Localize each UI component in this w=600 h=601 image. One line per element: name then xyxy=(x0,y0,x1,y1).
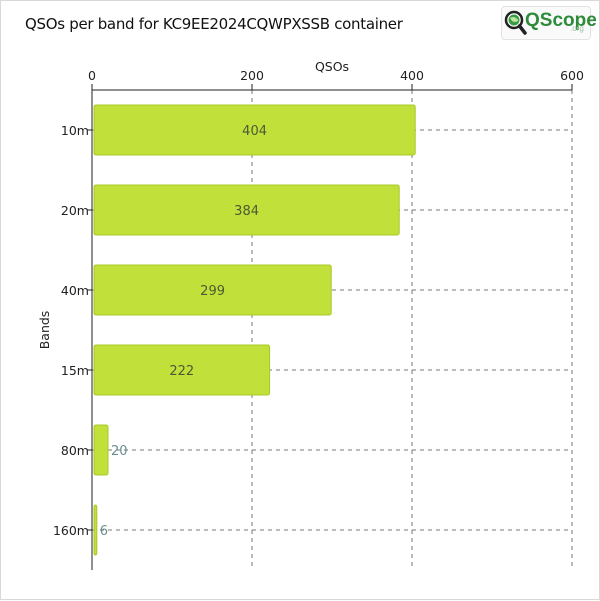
bar-40m xyxy=(93,264,332,316)
x-tick-label: 200 xyxy=(240,68,264,83)
magnifier-globe-icon xyxy=(504,10,527,35)
x-axis-title: QSOs xyxy=(315,59,349,74)
x-tick-label: 0 xyxy=(88,68,96,83)
y-axis-title: Bands xyxy=(37,311,52,350)
x-tick-label: 400 xyxy=(400,68,424,83)
bar-value-label: 299 xyxy=(200,284,225,299)
bar-value-label: 6 xyxy=(100,524,108,539)
axes: 0 200 400 600 10m 20m 40m 15m 80m 160m xyxy=(53,68,584,570)
logo-tld: .org xyxy=(570,24,584,33)
bar-15m xyxy=(93,344,271,396)
y-tick-label: 20m xyxy=(61,203,89,218)
bar-80m xyxy=(93,424,109,476)
y-tick-label: 160m xyxy=(53,523,89,538)
grid-lines xyxy=(92,90,573,570)
x-tick-label: 600 xyxy=(560,68,584,83)
y-tick-label: 40m xyxy=(61,283,89,298)
bar-20m xyxy=(93,184,400,236)
bar-value-label: 384 xyxy=(234,204,259,219)
bar-value-label: 404 xyxy=(242,124,267,139)
bar-chart: 404 384 299 222 20 6 0 200 400 600 10m 20m 40m 15m 80… xyxy=(37,59,584,570)
y-tick-label: 10m xyxy=(61,123,89,138)
y-tick-label: 15m xyxy=(61,363,89,378)
bar-160m xyxy=(93,504,98,556)
y-tick-label: 80m xyxy=(61,443,89,458)
bar-value-label: 222 xyxy=(169,364,194,379)
bar-10m xyxy=(93,104,416,156)
qscope-logo[interactable]: QScope .org xyxy=(501,6,597,40)
chart-title: QSOs per band for KC9EE2024CQWPXSSB cont… xyxy=(25,15,403,33)
bars: 404 384 299 222 20 6 xyxy=(93,104,416,556)
logo-wordmark: QScope xyxy=(525,10,597,31)
bar-value-label: 20 xyxy=(111,444,128,459)
